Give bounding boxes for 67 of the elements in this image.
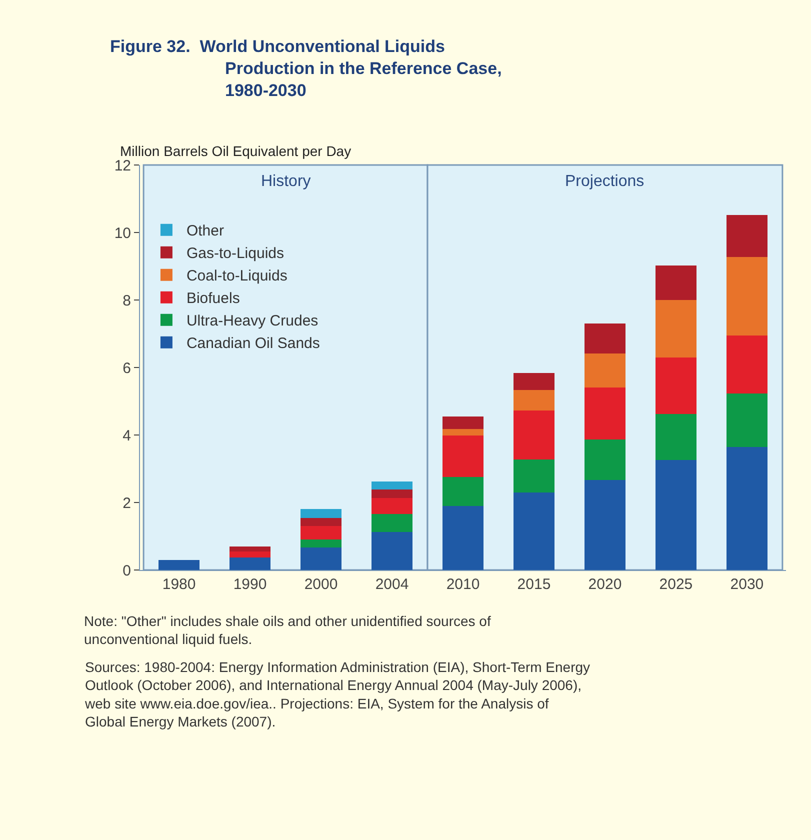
y-tick-label: 6 — [122, 360, 131, 377]
bar — [300, 526, 342, 540]
x-tick-label: 2000 — [304, 576, 338, 593]
bar — [513, 390, 555, 411]
x-tick-label: 2004 — [375, 576, 409, 593]
y-tick-label: 10 — [114, 224, 131, 242]
bar — [584, 480, 626, 570]
bar — [371, 489, 413, 498]
bar — [655, 266, 697, 300]
bar — [229, 551, 271, 558]
bar — [229, 558, 271, 570]
source-note: Sources: 1980-2004: Energy Information Administration (EIA), Short-Term Energy Outlook (October 2006), and International Energy Annual 2004 (May-July 2006), web site www.eia.doe.gov/iea.. Projections: EIA, System for the Analysis of Global Energy Markets (2007). — [84, 659, 590, 730]
bar — [655, 300, 697, 358]
band-label: Projections — [565, 173, 644, 190]
bar — [513, 492, 555, 570]
y-tick-label: 4 — [122, 427, 131, 444]
x-tick-label: 2025 — [659, 576, 693, 593]
legend-label: Coal-to-Liquids — [186, 268, 288, 285]
bar — [300, 518, 342, 526]
bar — [371, 532, 413, 570]
bar — [584, 440, 626, 480]
legend-label: Biofuels — [186, 290, 240, 308]
bar — [655, 414, 697, 460]
x-tick-label: 2010 — [446, 576, 480, 593]
bar — [726, 214, 768, 258]
bar — [371, 482, 413, 490]
bar — [442, 477, 484, 506]
x-tick-label: 2030 — [730, 576, 764, 593]
x-tick-label: 1990 — [233, 576, 267, 593]
bar — [513, 410, 555, 460]
bar — [229, 546, 271, 552]
bar — [371, 514, 413, 532]
legend-label: Other — [186, 222, 224, 240]
x-tick-label: 2015 — [517, 576, 551, 593]
legend-label: Ultra-Heavy Crudes — [186, 312, 318, 330]
bar — [513, 373, 555, 390]
y-tick-label: 8 — [122, 292, 131, 310]
bar — [442, 506, 484, 570]
bar — [655, 460, 697, 570]
bar — [513, 460, 555, 492]
y-tick-label: 2 — [122, 494, 131, 512]
band-label: History — [261, 173, 311, 190]
bar — [726, 257, 768, 336]
bar — [442, 416, 484, 429]
bar — [300, 508, 342, 518]
text: Note: "Other" includes shale oils and other unidentified sources of unconventional liquid fuels. — [84, 613, 491, 648]
legend-label: Gas-to-Liquids — [186, 245, 284, 262]
bar — [726, 335, 768, 394]
x-tick-label: 1980 — [162, 576, 196, 593]
bar — [371, 498, 413, 514]
bar — [655, 357, 697, 414]
y-axis-title: Million Barrels Oil Equivalent per Day — [120, 143, 352, 159]
bar — [300, 548, 342, 570]
y-tick-label: 12 — [114, 157, 131, 174]
bar — [158, 560, 200, 570]
bar — [726, 446, 768, 570]
x-tick-label: 2020 — [588, 576, 622, 593]
bar — [584, 323, 626, 354]
bar — [584, 387, 626, 440]
legend-label: Canadian Oil Sands — [186, 335, 320, 352]
bar — [442, 435, 484, 478]
bar — [300, 539, 342, 548]
y-tick-label: 0 — [122, 562, 131, 580]
chart-title: Figure 32. World Unconventional Liquids Production in the Reference Case, 1980-2030 — [110, 37, 502, 100]
bar — [726, 393, 768, 447]
bar — [584, 354, 626, 388]
bar — [442, 428, 484, 436]
